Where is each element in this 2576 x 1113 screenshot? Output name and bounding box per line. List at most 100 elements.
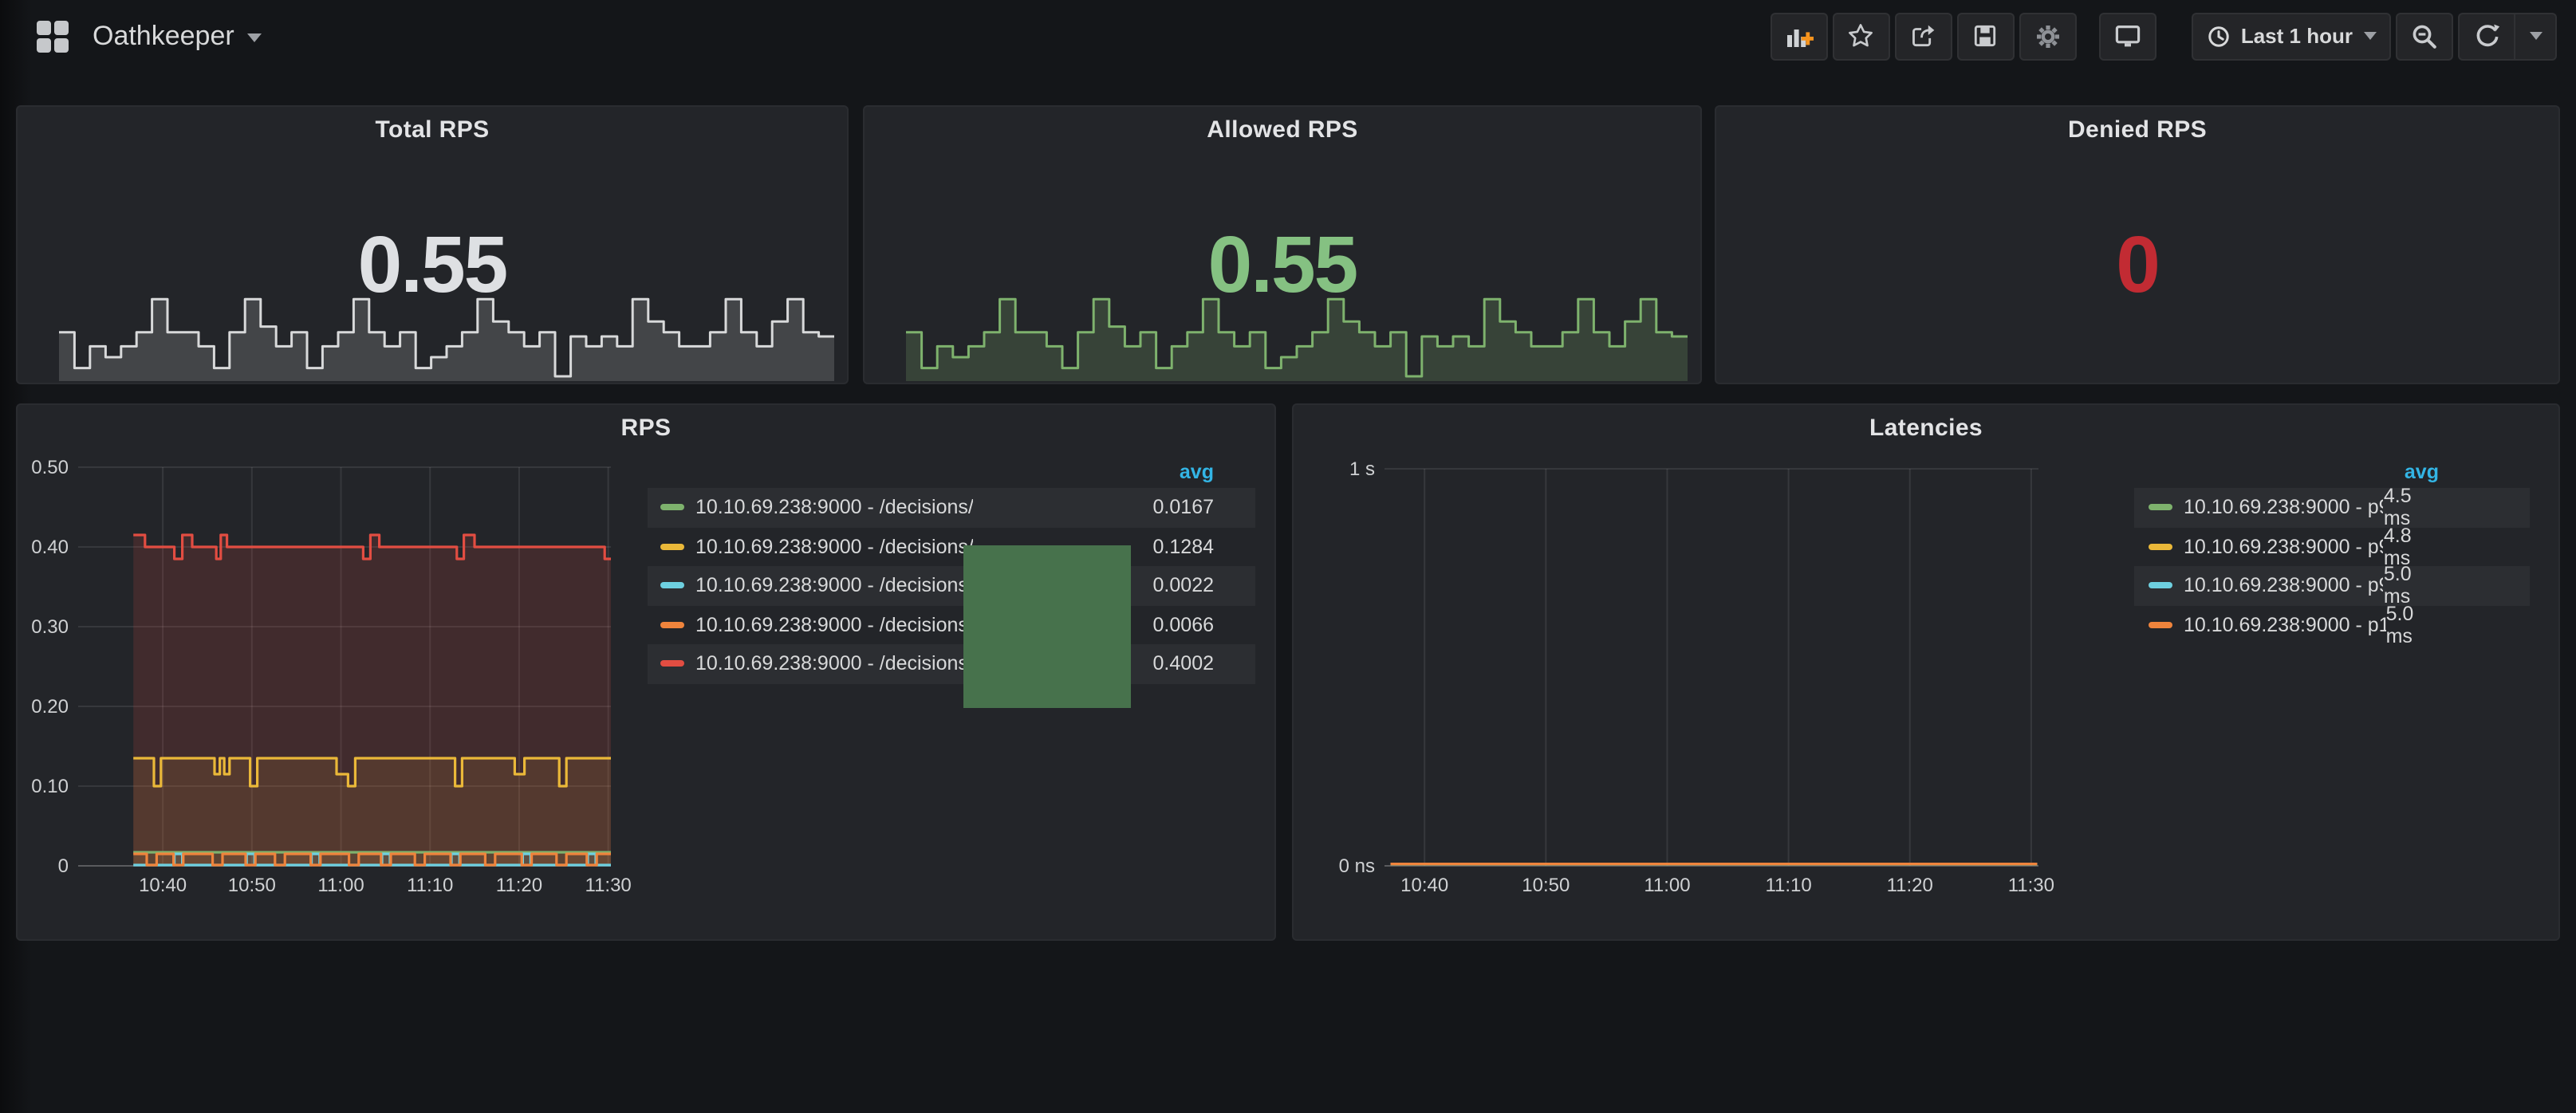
share-icon <box>1910 22 1937 49</box>
x-axis-tick-label: 11:20 <box>1887 875 1933 896</box>
zoom-out-button[interactable] <box>2396 12 2453 60</box>
legend-series-label[interactable]: 10.10.69.238:9000 - /decisions/ <box>695 653 974 675</box>
sparkline <box>906 292 1688 381</box>
green-overlay-box <box>963 545 1131 708</box>
legend-series-label[interactable]: 10.10.69.238:9000 - /decisions/ <box>695 497 974 519</box>
x-axis-tick-label: 11:30 <box>2008 875 2054 896</box>
legend-avg-value: 4.5 ms <box>2384 486 2439 530</box>
clock-icon <box>2206 23 2231 49</box>
navbar-left: Oathkeeper <box>35 18 262 53</box>
legend-series-swatch-icon[interactable] <box>660 622 684 628</box>
legend-series-swatch-icon[interactable] <box>2149 622 2172 628</box>
graph-panel-latencies: Latencies 10:4010:5011:0011:1011:2011:30… <box>1292 403 2560 941</box>
legend-avg-value: 0.0167 <box>1153 497 1214 519</box>
share-button[interactable] <box>1895 12 1952 60</box>
y-axis-tick-label: 0.50 <box>31 457 69 478</box>
gear-icon <box>2034 22 2062 50</box>
legend-row[interactable]: 10.10.69.238:9000 - /decisions/0.0167 <box>648 488 1255 527</box>
legend-avg-value: 5.0 ms <box>2386 603 2439 647</box>
legend-avg-value: 0.1284 <box>1153 536 1214 558</box>
add-panel-button[interactable] <box>1771 12 1828 60</box>
legend-avg-value: 0.0022 <box>1153 575 1214 597</box>
y-axis-tick-label: 0 ns <box>1339 855 1375 877</box>
refresh-split-button <box>2458 12 2557 60</box>
legend-avg-header[interactable]: avg <box>648 456 1255 488</box>
panel-title[interactable]: Total RPS <box>18 116 847 144</box>
dashboard-grid-icon[interactable] <box>35 18 70 53</box>
caret-down-icon <box>2529 32 2542 40</box>
legend-avg-value: 4.8 ms <box>2384 525 2439 569</box>
x-axis-tick-label: 11:00 <box>1644 875 1690 896</box>
save-button[interactable] <box>1957 12 2015 60</box>
navbar: Oathkeeper <box>0 0 2576 72</box>
caret-down-icon <box>2364 32 2377 40</box>
legend-series-label[interactable]: 10.10.69.238:9000 - /decisions/ <box>695 614 974 636</box>
refresh-interval-caret-button[interactable] <box>2515 12 2557 60</box>
x-axis-tick-label: 11:20 <box>496 875 542 896</box>
save-icon <box>1972 22 1999 49</box>
star-button[interactable] <box>1833 12 1890 60</box>
title-caret-icon <box>247 33 262 43</box>
dashboard-title[interactable]: Oathkeeper <box>93 20 234 52</box>
legend-avg-header[interactable]: avg <box>2134 456 2530 488</box>
grafana-dashboard: Oathkeeper <box>0 0 2576 1113</box>
stat-panel-allowed-rps: Allowed RPS 0.55 <box>863 105 1702 384</box>
legend-series-label[interactable]: 10.10.69.238:9000 - /decisions/ <box>695 536 974 558</box>
legend-avg-value: 0.0066 <box>1153 614 1214 636</box>
legend-series-label[interactable]: 10.10.69.238:9000 - /decisions/ <box>695 575 974 597</box>
y-axis-tick-label: 1 s <box>1349 458 1375 480</box>
stat-panel-denied-rps: Denied RPS 0 <box>1715 105 2560 384</box>
y-axis-tick-label: 0.10 <box>31 776 69 797</box>
stat-panel-total-rps: Total RPS 0.55 <box>16 105 849 384</box>
time-range-label: Last 1 hour <box>2241 24 2353 48</box>
navbar-actions: Last 1 hour <box>1771 12 2557 60</box>
time-range-picker[interactable]: Last 1 hour <box>2192 12 2391 60</box>
panel-title[interactable]: Denied RPS <box>1716 116 2558 144</box>
y-axis-tick-label: 0.40 <box>31 537 69 558</box>
settings-button[interactable] <box>2019 12 2077 60</box>
legend-series-swatch-icon[interactable] <box>2149 544 2172 550</box>
legend-row[interactable]: 10.10.69.238:9000 - p1005.0 ms <box>2134 605 2530 644</box>
legend-series-swatch-icon[interactable] <box>2149 505 2172 511</box>
legend-series-label[interactable]: 10.10.69.238:9000 - p100 <box>2184 614 2386 636</box>
sparkline <box>59 292 834 381</box>
tv-kiosk-button[interactable] <box>2099 12 2157 60</box>
legend-row[interactable]: 10.10.69.238:9000 - p904.5 ms <box>2134 488 2530 527</box>
legend-series-swatch-icon[interactable] <box>2149 583 2172 589</box>
star-icon <box>1848 22 1875 49</box>
legend-series-swatch-icon[interactable] <box>660 544 684 550</box>
x-axis-tick-label: 10:40 <box>1400 875 1448 896</box>
y-axis-tick-label: 0.20 <box>31 696 69 718</box>
y-axis-tick-label: 0.30 <box>31 616 69 638</box>
refresh-icon <box>2473 22 2500 49</box>
x-axis-tick-label: 10:50 <box>228 875 276 896</box>
legend-avg-value: 0.4002 <box>1153 653 1214 675</box>
sparkline <box>1758 292 2546 381</box>
legend-series-label[interactable]: 10.10.69.238:9000 - p90 <box>2184 497 2384 519</box>
zoom-out-icon <box>2410 22 2439 50</box>
panel-title[interactable]: Allowed RPS <box>865 116 1700 144</box>
legend-series-label[interactable]: 10.10.69.238:9000 - p95 <box>2184 536 2384 558</box>
legend-row[interactable]: 10.10.69.238:9000 - /decisions/0.0066 <box>648 605 1255 644</box>
x-axis-tick-label: 10:40 <box>139 875 187 896</box>
legend-series-swatch-icon[interactable] <box>660 583 684 589</box>
x-axis-tick-label: 11:30 <box>585 875 632 896</box>
legend-series-swatch-icon[interactable] <box>660 661 684 667</box>
legend-row[interactable]: 10.10.69.238:9000 - p995.0 ms <box>2134 566 2530 605</box>
x-axis-tick-label: 10:50 <box>1522 875 1570 896</box>
x-axis-tick-label: 11:00 <box>317 875 364 896</box>
rps-legend: avg10.10.69.238:9000 - /decisions/0.0167… <box>648 456 1255 683</box>
x-axis-tick-label: 11:10 <box>407 875 453 896</box>
x-axis-tick-label: 11:10 <box>1765 875 1811 896</box>
legend-row[interactable]: 10.10.69.238:9000 - /decisions/0.4002 <box>648 644 1255 683</box>
legend-series-label[interactable]: 10.10.69.238:9000 - p99 <box>2184 575 2384 597</box>
latencies-legend: avg10.10.69.238:9000 - p904.5 ms10.10.69… <box>2134 456 2530 644</box>
add-panel-icon <box>1785 23 1814 49</box>
legend-row[interactable]: 10.10.69.238:9000 - p954.8 ms <box>2134 527 2530 566</box>
legend-row[interactable]: 10.10.69.238:9000 - /decisions/0.1284 <box>648 527 1255 566</box>
legend-row[interactable]: 10.10.69.238:9000 - /decisions/0.0022 <box>648 566 1255 605</box>
refresh-button[interactable] <box>2458 12 2515 60</box>
tv-icon <box>2113 22 2142 49</box>
legend-series-swatch-icon[interactable] <box>660 505 684 511</box>
legend-avg-value: 5.0 ms <box>2384 564 2439 608</box>
